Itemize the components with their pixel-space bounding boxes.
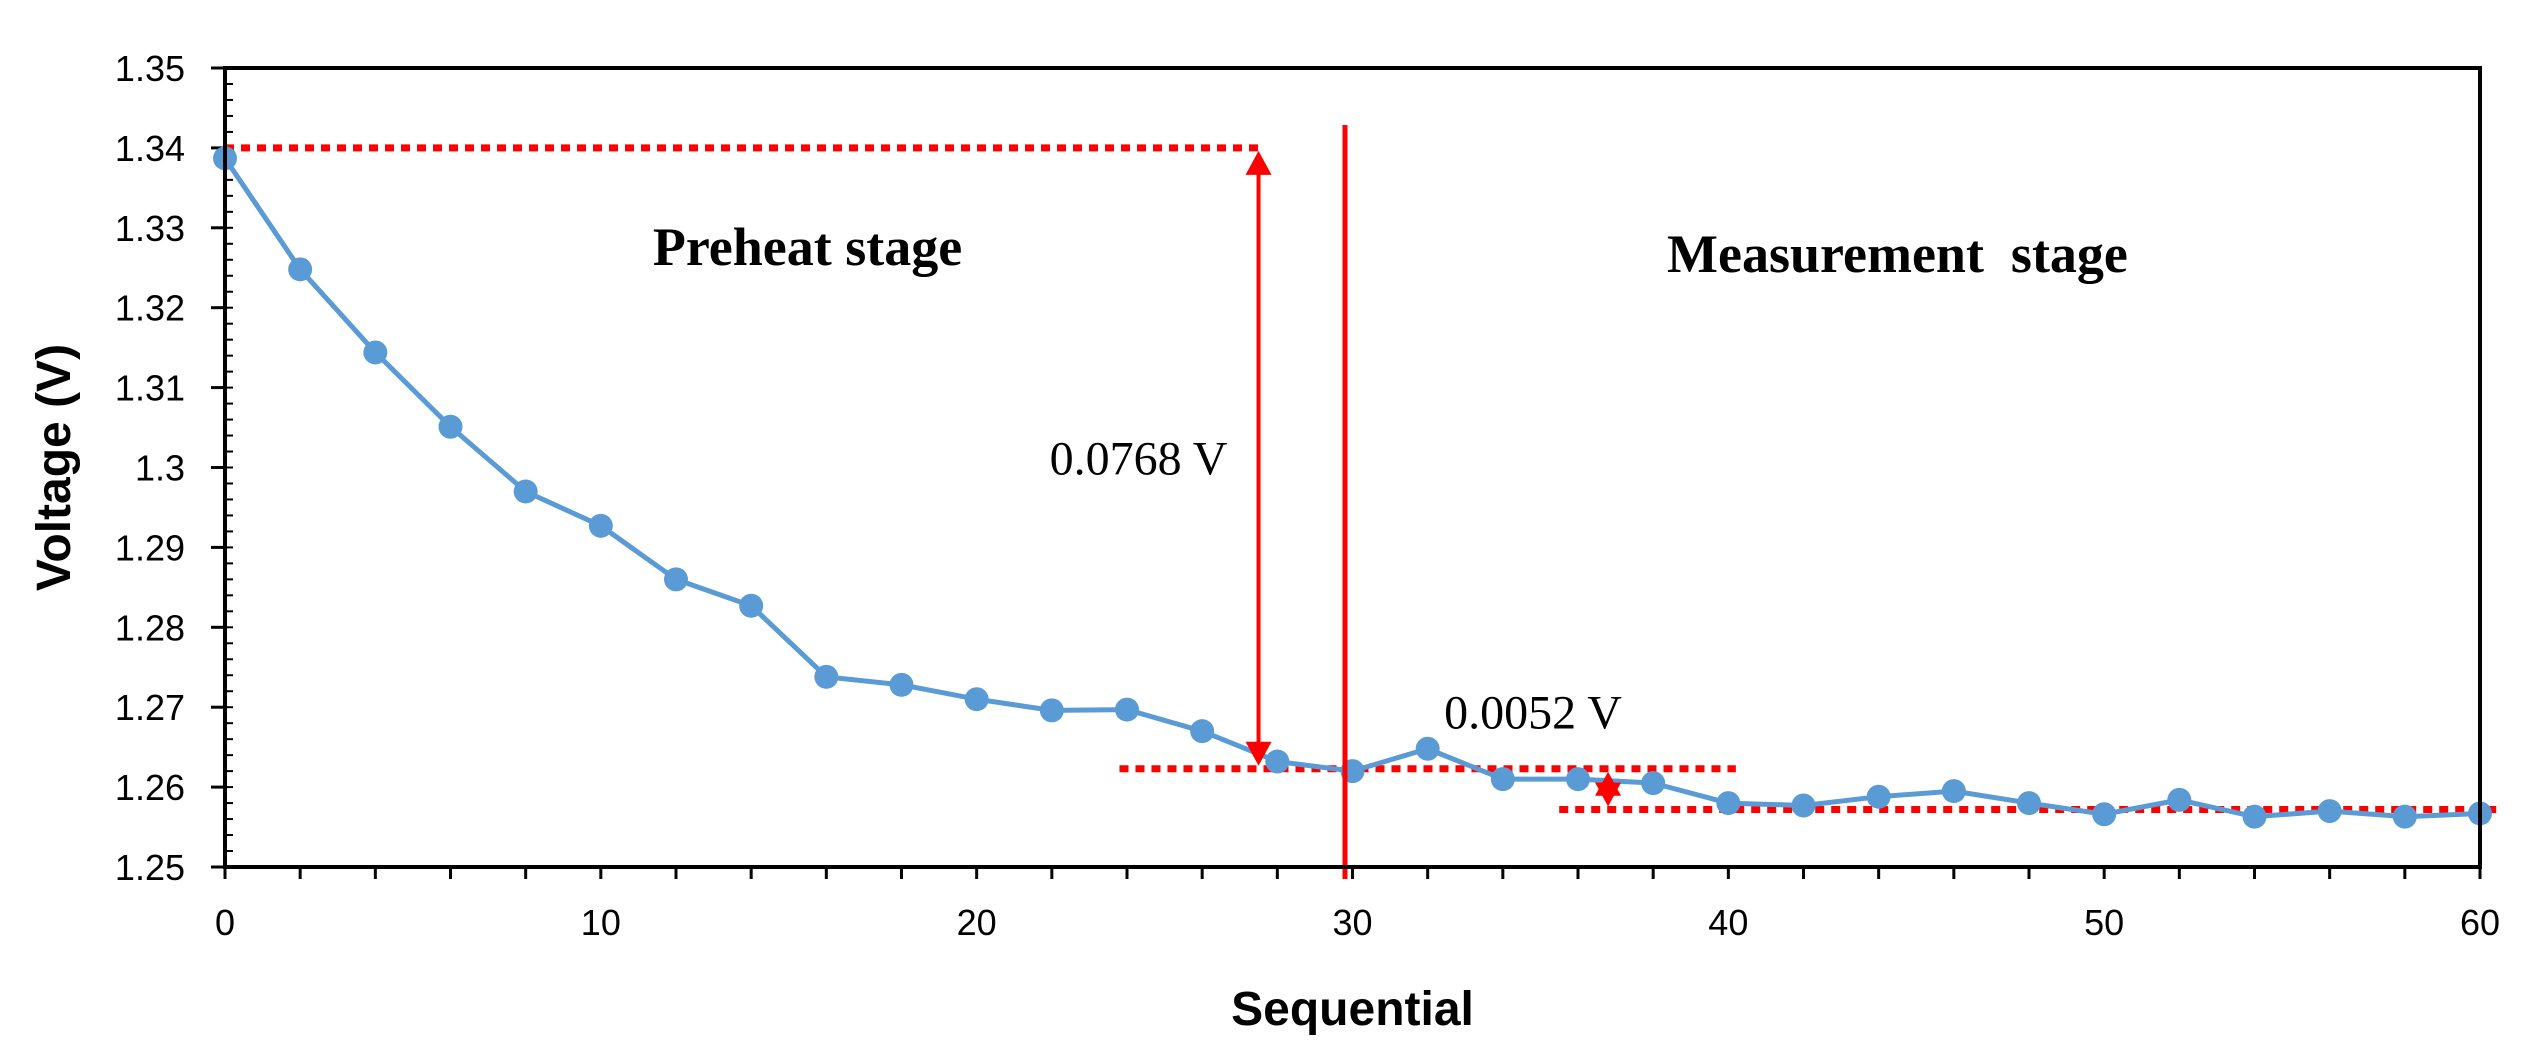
y-tick-label: 1.32 bbox=[115, 288, 185, 329]
x-axis-title: Sequential bbox=[1231, 983, 1474, 1036]
y-tick-label: 1.34 bbox=[115, 128, 185, 169]
difference-arrow-head-down bbox=[1245, 741, 1272, 766]
data-point bbox=[1415, 736, 1440, 761]
x-tick-label: 20 bbox=[957, 902, 997, 943]
data-point bbox=[2167, 787, 2192, 812]
x-tick-label: 40 bbox=[1708, 902, 1748, 943]
y-tick-label: 1.33 bbox=[115, 208, 185, 249]
data-point bbox=[889, 672, 914, 697]
data-point bbox=[1641, 771, 1666, 796]
x-tick-label: 60 bbox=[2460, 902, 2500, 943]
data-point bbox=[1265, 749, 1290, 774]
x-tick-label: 30 bbox=[1332, 902, 1372, 943]
data-point bbox=[964, 687, 989, 712]
data-point bbox=[513, 479, 538, 504]
data-point bbox=[2017, 791, 2041, 816]
data-point bbox=[1791, 793, 1816, 818]
x-tick-label: 10 bbox=[581, 902, 621, 943]
x-tick-label: 0 bbox=[215, 902, 235, 943]
y-tick-label: 1.31 bbox=[115, 368, 185, 409]
data-point bbox=[288, 257, 313, 282]
data-point bbox=[2242, 804, 2267, 829]
y-tick-label: 1.35 bbox=[115, 48, 185, 89]
y-axis-ticks: 1.25 1.26 1.27 1.28 1.29 1.3 1.31 1.32 1.33 1.34 1… bbox=[115, 48, 225, 888]
data-point bbox=[2317, 799, 2342, 824]
y-axis-title: Voltage (V) bbox=[28, 344, 81, 591]
preheat-stage-label: Preheat stage bbox=[653, 217, 962, 277]
data-point bbox=[1716, 791, 1741, 816]
x-tick-label: 50 bbox=[2084, 902, 2124, 943]
data-point bbox=[1866, 784, 1891, 809]
data-point bbox=[739, 593, 764, 618]
data-point bbox=[438, 414, 463, 439]
data-point bbox=[1941, 779, 1966, 804]
data-point bbox=[664, 567, 688, 592]
data-point bbox=[1115, 697, 1139, 722]
data-point bbox=[2392, 804, 2417, 829]
annotations-group bbox=[1245, 125, 1622, 879]
data-point bbox=[1490, 767, 1515, 792]
y-tick-label: 1.29 bbox=[115, 527, 185, 568]
data-point bbox=[1190, 719, 1215, 744]
y-tick-label: 1.28 bbox=[115, 607, 185, 648]
y-tick-label: 1.26 bbox=[115, 767, 185, 808]
difference-label-measurement: 0.0052 V bbox=[1444, 687, 1622, 740]
y-tick-label: 1.3 bbox=[135, 448, 185, 489]
difference-label-preheat: 0.0768 V bbox=[1050, 432, 1228, 485]
data-point bbox=[363, 340, 388, 365]
data-point bbox=[1039, 698, 1064, 723]
measurement-stage-label: Measurement stage bbox=[1667, 224, 2128, 284]
y-tick-label: 1.25 bbox=[115, 847, 185, 888]
y-tick-label: 1.27 bbox=[115, 687, 185, 728]
plot-area-frame bbox=[223, 66, 2482, 869]
difference-arrow-head-down bbox=[1595, 782, 1622, 807]
data-point bbox=[814, 664, 839, 689]
data-point bbox=[588, 513, 613, 538]
data-point bbox=[2092, 802, 2117, 827]
data-point bbox=[1566, 767, 1590, 792]
difference-arrow-head-up bbox=[1245, 150, 1272, 175]
